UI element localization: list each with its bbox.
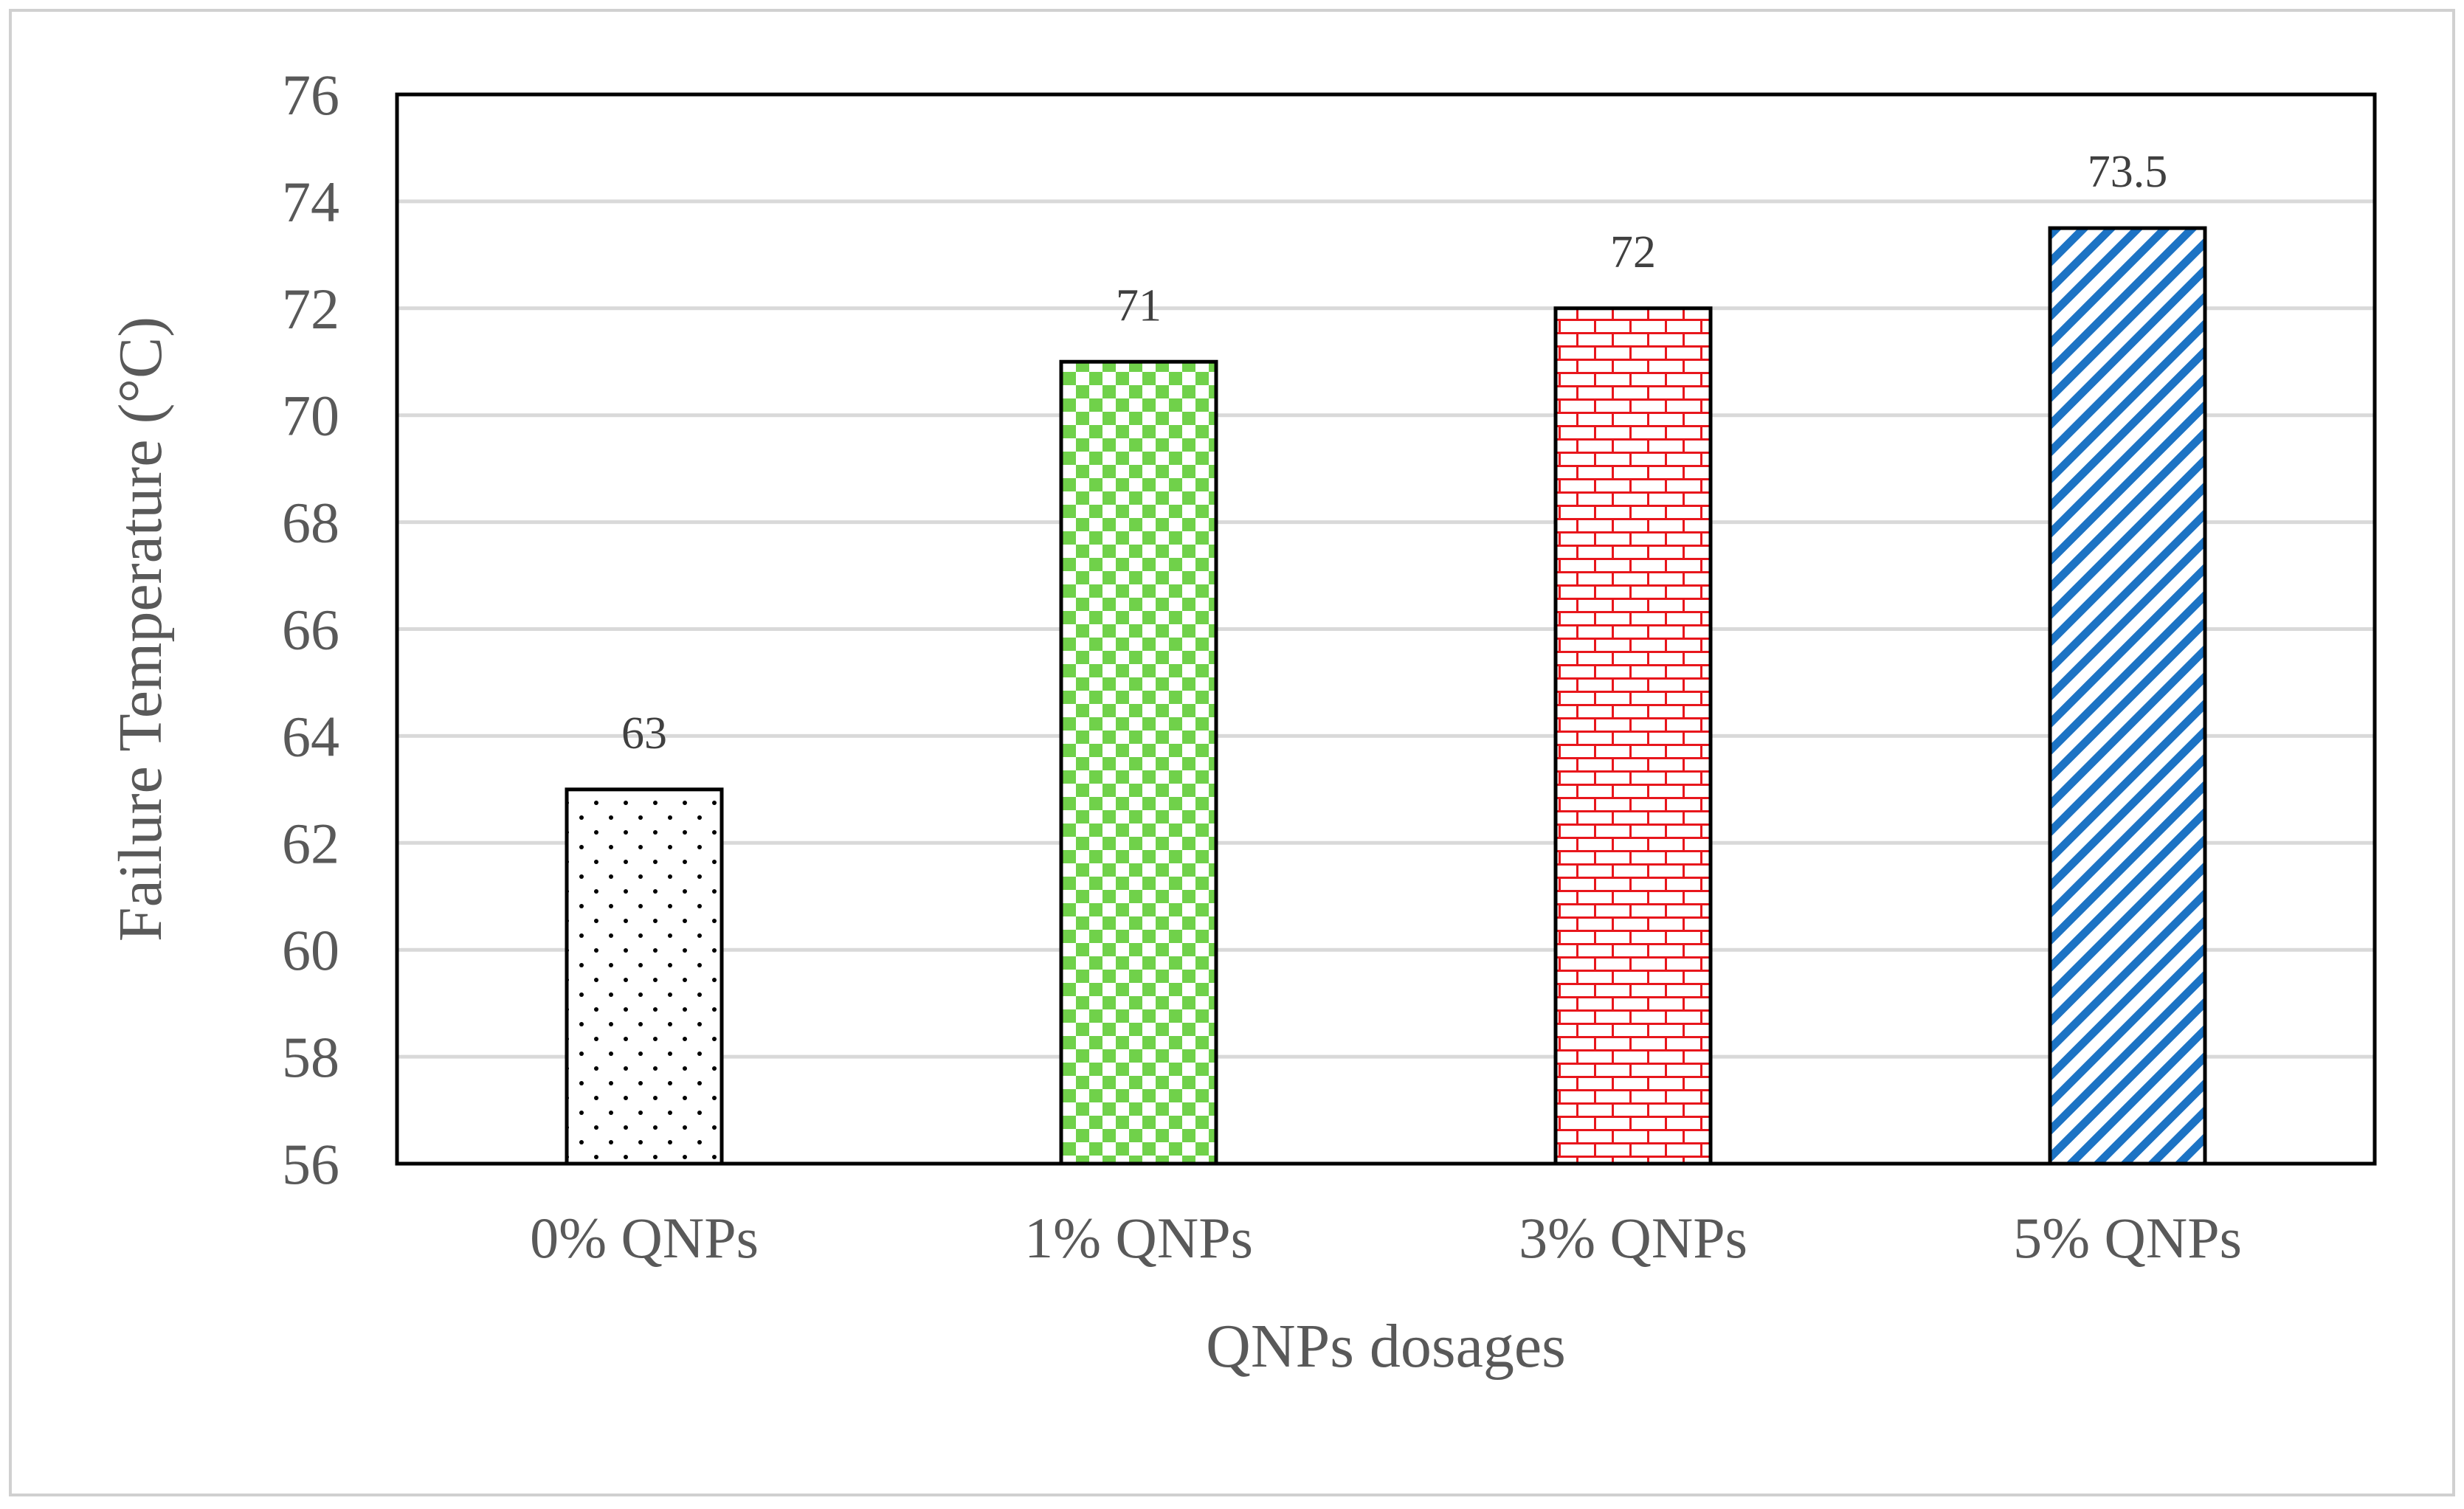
plot-frame xyxy=(395,92,2377,1166)
y-tick-labels: 56 58 60 62 64 66 68 70 72 74 76 xyxy=(282,63,339,1196)
x-category-label: 3% QNPs xyxy=(1519,1206,1747,1270)
x-category-label: 5% QNPs xyxy=(2013,1206,2242,1270)
gridlines xyxy=(397,199,2375,1059)
data-label: 73.5 xyxy=(2088,147,2168,197)
y-tick-label: 74 xyxy=(282,170,339,234)
data-label: 71 xyxy=(1116,280,1162,331)
bar-2 xyxy=(1059,359,1218,1166)
y-tick-label: 64 xyxy=(282,704,339,768)
y-tick-label: 76 xyxy=(282,63,339,127)
bar-4 xyxy=(2048,226,2207,1166)
data-label: 72 xyxy=(1610,227,1656,277)
x-axis-title: QNPs dosages xyxy=(1206,1312,1566,1381)
y-tick-label: 66 xyxy=(282,598,339,662)
x-category-label: 0% QNPs xyxy=(530,1206,759,1270)
outer-border xyxy=(9,9,2455,1496)
y-tick-label: 70 xyxy=(282,384,339,448)
y-tick-label: 68 xyxy=(282,491,339,555)
y-tick-label: 72 xyxy=(282,277,339,341)
y-tick-label: 56 xyxy=(282,1132,339,1196)
bars xyxy=(565,226,2207,1166)
y-axis-title: Failure Temperature (°C) xyxy=(106,317,175,942)
bar-3 xyxy=(1553,306,1713,1166)
data-labels: 63 71 72 73.5 xyxy=(621,147,2167,759)
y-tick-label: 60 xyxy=(282,918,339,982)
data-label: 63 xyxy=(621,708,667,759)
y-tick-label: 58 xyxy=(282,1025,339,1089)
y-tick-label: 62 xyxy=(282,811,339,875)
bar-1 xyxy=(565,787,724,1166)
x-category-labels: 0% QNPs 1% QNPs 3% QNPs 5% QNPs xyxy=(530,1206,2242,1270)
x-category-label: 1% QNPs xyxy=(1024,1206,1253,1270)
